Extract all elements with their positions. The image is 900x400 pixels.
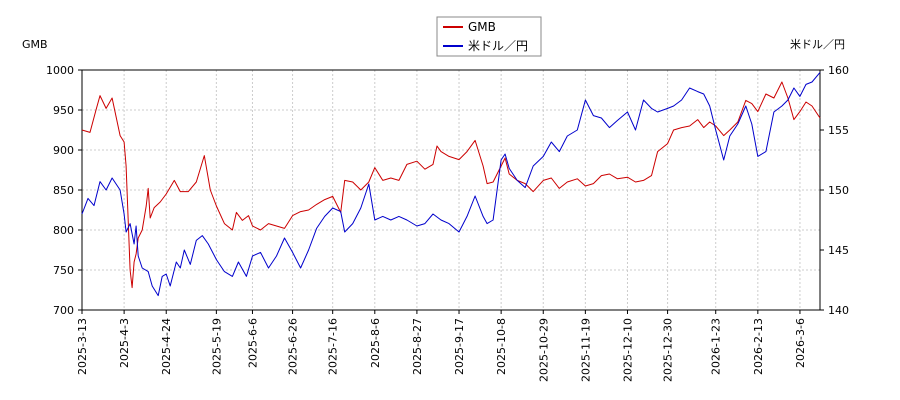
series-line-usdjpy (81, 72, 821, 297)
x-tick-label: 2025-7-16 (327, 318, 340, 375)
y-left-tick-label: 900 (53, 144, 74, 157)
x-tick-label: 2025-6-6 (246, 318, 259, 368)
y-right-axis-title: 米ドル／円 (790, 38, 845, 51)
x-tick-label: 2025-4-24 (160, 318, 173, 375)
x-tick-label: 2025-8-6 (369, 318, 382, 368)
x-tick-label: 2025-8-27 (411, 318, 424, 375)
y-right-tick-label: 145 (828, 244, 849, 257)
legend-box (436, 16, 542, 57)
x-tick-label: 2026-3-6 (794, 318, 807, 368)
series-layer (81, 72, 821, 297)
x-tick-label: 2025-6-26 (287, 318, 300, 375)
x-tick-label: 2025-5-19 (210, 318, 223, 375)
x-tick-label: 2025-12-10 (621, 318, 634, 382)
legend: GMB 米ドル／円 (436, 16, 542, 57)
y-right-tick-label: 140 (828, 304, 849, 317)
y-left-tick-label: 800 (53, 224, 74, 237)
x-tick-label: 2026-2-13 (752, 318, 765, 375)
x-tick-label: 2025-9-17 (453, 318, 466, 375)
axes: 700 750 800 850 900 950 1000 140 145 150 155 160 202… (46, 64, 849, 382)
legend-label-usdjpy: 米ドル／円 (468, 39, 528, 53)
x-tick-label: 2025-3-13 (76, 318, 89, 375)
y-left-tick-label: 1000 (46, 64, 74, 77)
x-tick-label: 2025-10-8 (495, 318, 508, 375)
y-right-tick-label: 155 (828, 124, 849, 137)
x-tick-label: 2025-4-3 (118, 318, 131, 368)
y-right-tick-label: 160 (828, 64, 849, 77)
y-left-tick-label: 850 (53, 184, 74, 197)
x-tick-label: 2025-11-19 (579, 318, 592, 382)
legend-label-gmb: GMB (468, 20, 496, 34)
y-left-axis-title: GMB (22, 38, 48, 51)
y-left-tick-label: 950 (53, 104, 74, 117)
x-tick-label: 2026-1-23 (710, 318, 723, 375)
y-left-tick-label: 750 (53, 264, 74, 277)
series-line-gmb (81, 81, 821, 289)
x-tick-label: 2025-10-29 (537, 318, 550, 382)
y-left-tick-label: 700 (53, 304, 74, 317)
y-right-tick-label: 150 (828, 184, 849, 197)
x-tick-label: 2025-12-30 (662, 318, 675, 382)
